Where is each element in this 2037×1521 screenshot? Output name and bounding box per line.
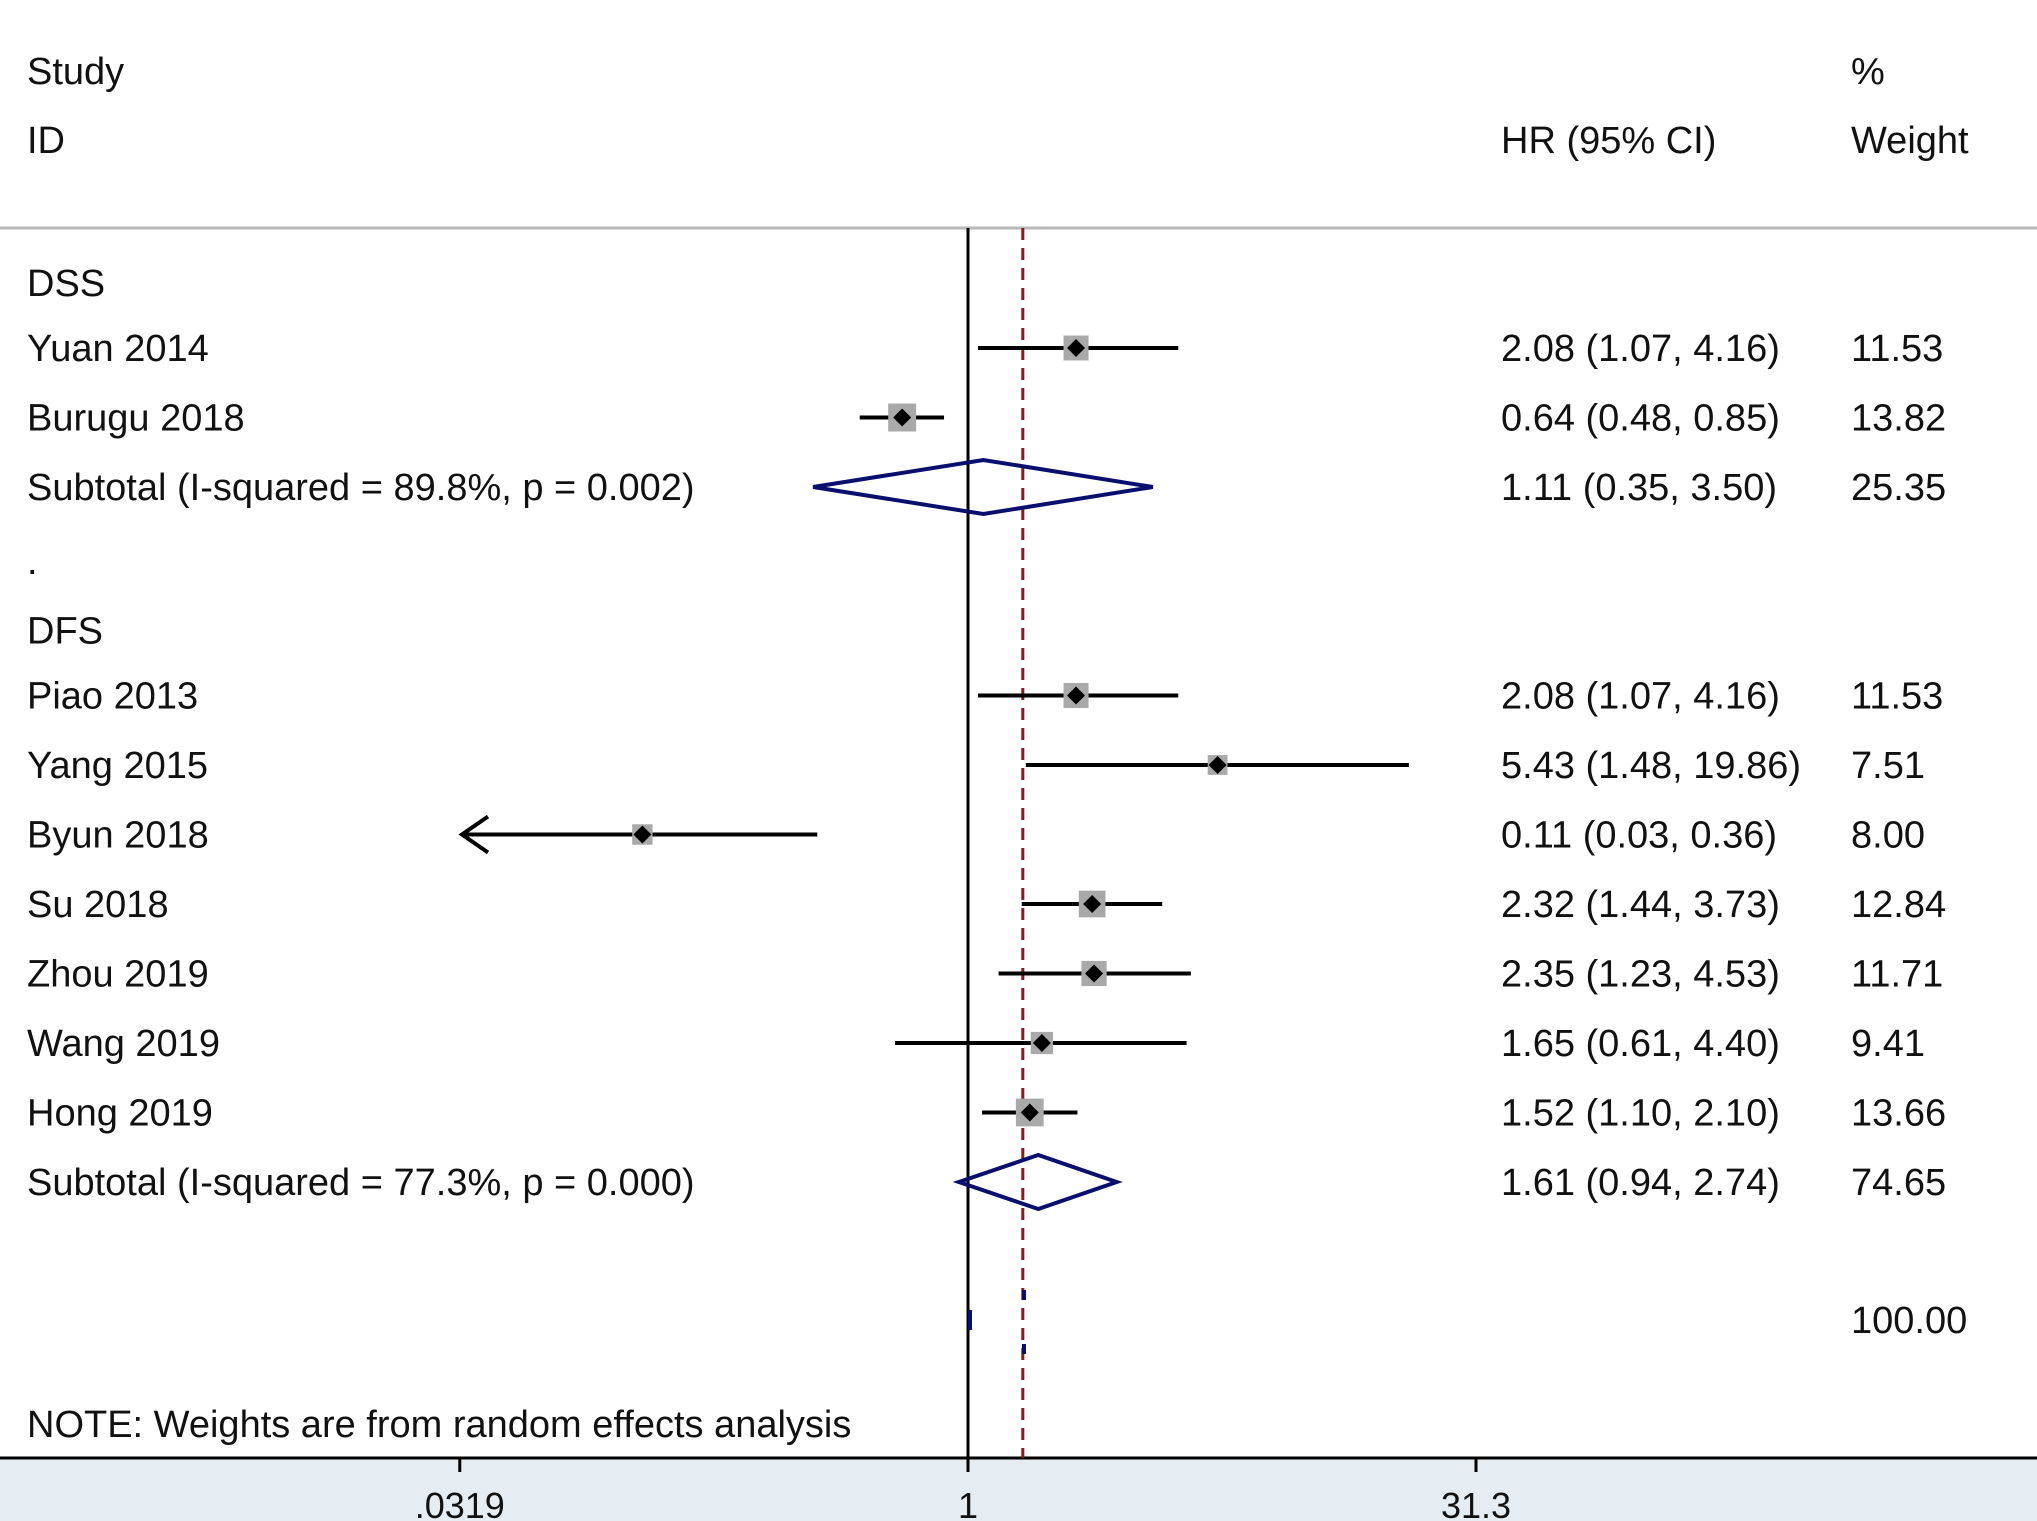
group-label-dfs: DFS xyxy=(27,611,103,653)
study-name: Zhou 2019 xyxy=(27,954,209,996)
header-study: Study xyxy=(27,51,124,93)
study-row: Zhou 2019 2.35 (1.23, 4.53) 11.71 xyxy=(27,954,1943,996)
point-estimate xyxy=(893,408,912,427)
study-weight: 11.71 xyxy=(1851,954,1943,996)
study-hr-ci: 0.11 (0.03, 0.36) xyxy=(1501,815,1777,857)
study-hr-ci: 2.08 (1.07, 4.16) xyxy=(1501,328,1780,370)
study-weight: 13.82 xyxy=(1851,398,1946,440)
forest-rows: DSS Yuan 2014 2.08 (1.07, 4.16) 11.53 Burugu… xyxy=(27,263,1946,1212)
study-hr-ci: 0.64 (0.48, 0.85) xyxy=(1501,398,1780,440)
study-hr-ci: 5.43 (1.48, 19.86) xyxy=(1501,745,1801,787)
note-text: NOTE: Weights are from random effects an… xyxy=(27,1404,851,1446)
study-hr-ci: 1.65 (0.61, 4.40) xyxy=(1501,1023,1780,1065)
overall-row-remnants xyxy=(968,1290,1026,1354)
study-row: Wang 2019 1.65 (0.61, 4.40) 9.41 xyxy=(27,1023,1925,1065)
study-weight: 11.53 xyxy=(1851,676,1943,718)
study-name: Yuan 2014 xyxy=(27,328,209,370)
subtotal-hr-ci: 1.11 (0.35, 3.50) xyxy=(1501,467,1777,509)
overall-weight: 100.00 xyxy=(1851,1300,1967,1342)
point-estimate xyxy=(1067,686,1086,705)
subtotal-row: Subtotal (I-squared = 89.8%, p = 0.002) 1… xyxy=(27,457,1946,517)
subtotal-row: Subtotal (I-squared = 77.3%, p = 0.000) 1… xyxy=(27,1152,1946,1212)
group-separator: . xyxy=(27,541,38,583)
study-name: Yang 2015 xyxy=(27,745,208,787)
header-hr-ci: HR (95% CI) xyxy=(1501,120,1716,162)
ci-arrow-left xyxy=(458,814,490,855)
subtotal-label: Subtotal (I-squared = 89.8%, p = 0.002) xyxy=(27,467,695,509)
point-estimate xyxy=(633,825,652,844)
point-estimate xyxy=(1067,339,1086,357)
subtotal-diamond xyxy=(812,457,1154,517)
point-estimate xyxy=(1085,964,1104,983)
subtotal-diamond xyxy=(952,1152,1123,1212)
study-hr-ci: 2.32 (1.44, 3.73) xyxy=(1501,884,1780,926)
header-percent: % xyxy=(1851,51,1885,93)
study-row: Su 2018 2.32 (1.44, 3.73) 12.84 xyxy=(27,884,1946,926)
study-weight: 13.66 xyxy=(1851,1093,1946,1135)
group-label-dss: DSS xyxy=(27,263,105,305)
subtotal-label: Subtotal (I-squared = 77.3%, p = 0.000) xyxy=(27,1162,695,1204)
subtotal-hr-ci: 1.61 (0.94, 2.74) xyxy=(1501,1162,1780,1204)
header-weight: Weight xyxy=(1851,120,1969,162)
study-hr-ci: 2.35 (1.23, 4.53) xyxy=(1501,954,1780,996)
study-name: Wang 2019 xyxy=(27,1023,220,1065)
header: Study ID HR (95% CI) % Weight xyxy=(27,51,1969,162)
x-axis-ticks: .0319 1 31.3 xyxy=(415,1458,1511,1521)
subtotal-weight: 74.65 xyxy=(1851,1162,1946,1204)
study-row: Yang 2015 5.43 (1.48, 19.86) 7.51 xyxy=(27,745,1925,787)
study-name: Byun 2018 xyxy=(27,815,209,857)
study-row: Byun 2018 0.11 (0.03, 0.36) 8.00 xyxy=(27,815,1925,857)
point-estimate xyxy=(1020,1103,1039,1122)
study-row: Hong 2019 1.52 (1.10, 2.10) 13.66 xyxy=(27,1093,1946,1135)
study-weight: 7.51 xyxy=(1851,745,1925,787)
study-hr-ci: 1.52 (1.10, 2.10) xyxy=(1501,1093,1780,1135)
study-hr-ci: 2.08 (1.07, 4.16) xyxy=(1501,676,1780,718)
study-row: Yuan 2014 2.08 (1.07, 4.16) 11.53 xyxy=(27,328,1943,370)
subtotal-weight: 25.35 xyxy=(1851,467,1946,509)
study-row: Piao 2013 2.08 (1.07, 4.16) 11.53 xyxy=(27,676,1943,718)
point-estimate xyxy=(1083,895,1102,913)
study-weight: 12.84 xyxy=(1851,884,1946,926)
x-tick-label: 1 xyxy=(958,1485,978,1521)
study-name: Piao 2013 xyxy=(27,676,198,718)
header-id: ID xyxy=(27,120,65,162)
study-name: Su 2018 xyxy=(27,884,169,926)
study-name: Burugu 2018 xyxy=(27,398,245,440)
x-tick-label: .0319 xyxy=(415,1485,505,1521)
study-row: Burugu 2018 0.64 (0.48, 0.85) 13.82 xyxy=(27,398,1946,440)
x-tick-label: 31.3 xyxy=(1441,1485,1511,1521)
point-estimate xyxy=(1208,756,1227,774)
study-name: Hong 2019 xyxy=(27,1093,213,1135)
point-estimate xyxy=(1032,1034,1051,1052)
study-weight: 11.53 xyxy=(1851,328,1943,370)
study-weight: 8.00 xyxy=(1851,815,1925,857)
axis-band xyxy=(0,1458,2037,1521)
study-weight: 9.41 xyxy=(1851,1023,1925,1065)
